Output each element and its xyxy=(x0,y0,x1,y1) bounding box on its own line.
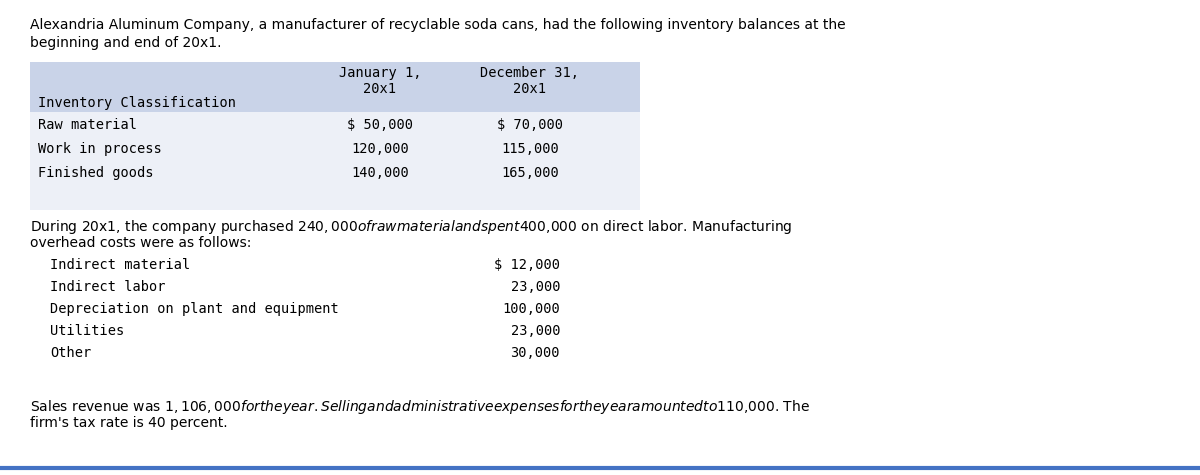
Text: December 31,: December 31, xyxy=(480,66,580,80)
Text: Other: Other xyxy=(50,346,91,360)
Text: 23,000: 23,000 xyxy=(510,324,560,338)
Text: 165,000: 165,000 xyxy=(502,166,559,180)
Text: 115,000: 115,000 xyxy=(502,142,559,156)
Text: January 1,: January 1, xyxy=(338,66,421,80)
Text: 30,000: 30,000 xyxy=(510,346,560,360)
Text: 23,000: 23,000 xyxy=(510,280,560,294)
Text: Work in process: Work in process xyxy=(38,142,162,156)
Text: $ 12,000: $ 12,000 xyxy=(494,258,560,272)
Text: Inventory Classification: Inventory Classification xyxy=(38,96,236,110)
Text: $ 50,000: $ 50,000 xyxy=(347,118,413,132)
Text: Alexandria Aluminum Company, a manufacturer of recyclable soda cans, had the fol: Alexandria Aluminum Company, a manufactu… xyxy=(30,18,846,32)
Text: Finished goods: Finished goods xyxy=(38,166,154,180)
Text: Utilities: Utilities xyxy=(50,324,125,338)
Text: $ 70,000: $ 70,000 xyxy=(497,118,563,132)
Bar xyxy=(30,62,640,112)
Text: 140,000: 140,000 xyxy=(352,166,409,180)
Text: Sales revenue was $1,106,000 for the year. Selling and administrative expenses f: Sales revenue was $1,106,000 for the yea… xyxy=(30,398,810,416)
Text: Depreciation on plant and equipment: Depreciation on plant and equipment xyxy=(50,302,338,316)
Text: overhead costs were as follows:: overhead costs were as follows: xyxy=(30,236,251,250)
Text: During 20x1, the company purchased $240,000 of raw material and spent $400,000 o: During 20x1, the company purchased $240,… xyxy=(30,218,792,236)
Text: 20x1: 20x1 xyxy=(364,82,396,96)
Text: 20x1: 20x1 xyxy=(514,82,546,96)
Bar xyxy=(30,112,640,210)
Text: firm's tax rate is 40 percent.: firm's tax rate is 40 percent. xyxy=(30,416,228,430)
Text: 100,000: 100,000 xyxy=(503,302,560,316)
Text: Raw material: Raw material xyxy=(38,118,137,132)
Text: 120,000: 120,000 xyxy=(352,142,409,156)
Text: Indirect material: Indirect material xyxy=(50,258,191,272)
Text: Indirect labor: Indirect labor xyxy=(50,280,166,294)
Text: beginning and end of 20x1.: beginning and end of 20x1. xyxy=(30,36,222,50)
